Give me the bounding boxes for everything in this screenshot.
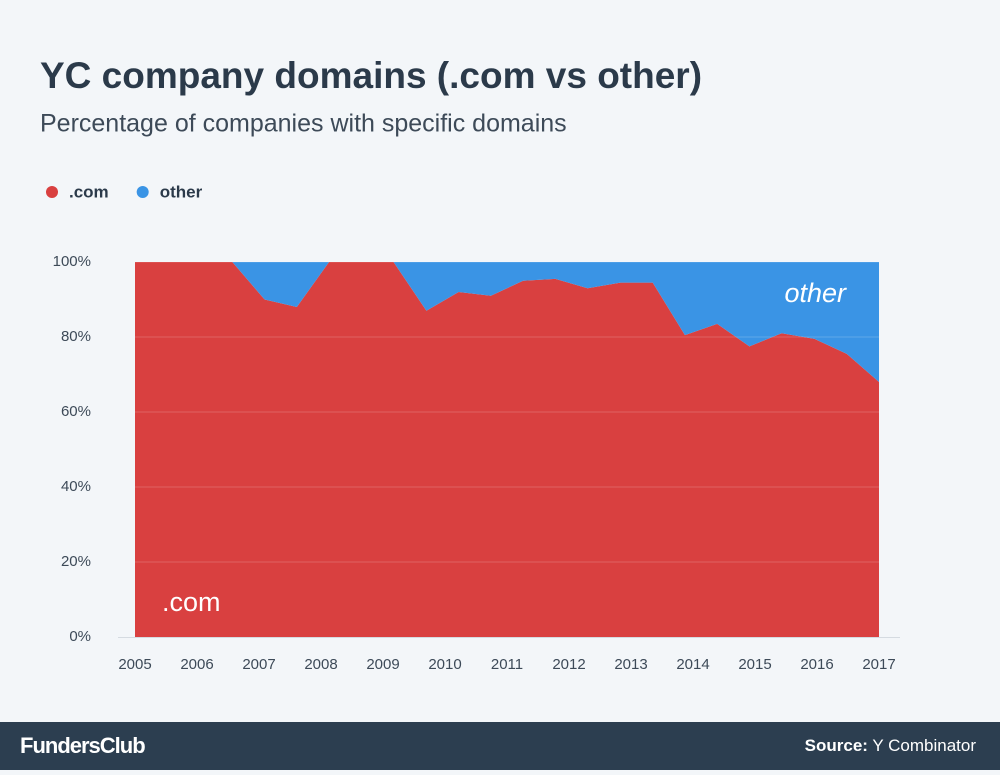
- x-tick-label: 2006: [180, 656, 213, 673]
- x-tick-label: 2013: [614, 656, 647, 673]
- y-tick-label: 80%: [61, 328, 91, 345]
- area-label: other: [784, 278, 847, 308]
- legend-label: .com: [69, 182, 109, 201]
- x-tick-label: 2010: [428, 656, 461, 673]
- x-tick-label: 2015: [738, 656, 771, 673]
- x-tick-label: 2012: [552, 656, 585, 673]
- chart-title: YC company domains (.com vs other): [40, 55, 702, 96]
- x-tick-label: 2009: [366, 656, 399, 673]
- area: [135, 262, 879, 382]
- x-tick-label: 2017: [862, 656, 895, 673]
- legend-marker: [136, 186, 149, 198]
- y-tick-label: 60%: [61, 403, 91, 420]
- source: Source: Y Combinator: [805, 736, 977, 755]
- legend-label: other: [160, 182, 203, 201]
- chart-subtitle: Percentage of companies with specific do…: [40, 110, 567, 138]
- x-tick-label: 2005: [118, 656, 151, 673]
- x-tick-label: 2014: [676, 656, 709, 673]
- area-label: .com: [162, 587, 221, 617]
- y-tick-label: 40%: [61, 478, 91, 495]
- legend-marker: [46, 186, 58, 198]
- footer-bar: [0, 722, 1000, 770]
- x-tick-label: 2011: [491, 656, 523, 673]
- y-tick-label: 20%: [61, 553, 91, 570]
- y-tick-label: 100%: [53, 253, 91, 270]
- source-name: Y Combinator: [872, 736, 976, 755]
- x-tick-label: 2007: [242, 656, 275, 673]
- source-label: Source:: [805, 736, 868, 755]
- x-tick-label: 2016: [800, 656, 833, 673]
- x-tick-label: 2008: [304, 656, 337, 673]
- area: [135, 262, 879, 637]
- brand-logo: FundersClub: [20, 733, 145, 758]
- y-tick-label: 0%: [69, 628, 91, 645]
